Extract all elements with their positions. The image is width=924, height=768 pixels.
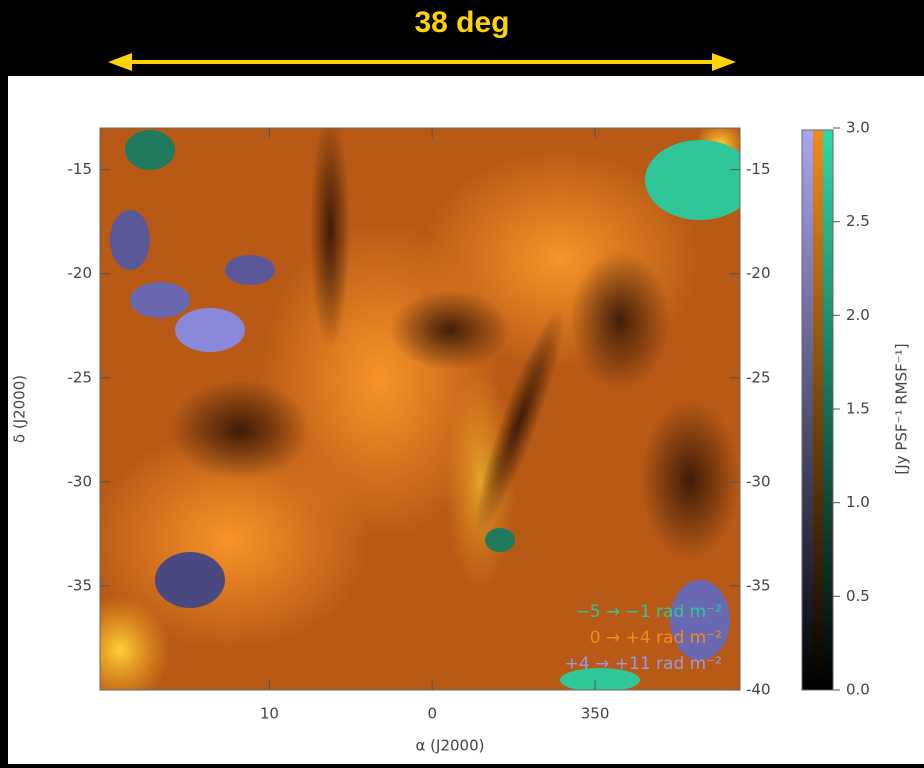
legend-entry: −5 → −1 rad m⁻² xyxy=(575,602,722,622)
title: 38 deg xyxy=(414,6,509,39)
y2-tick-label: -35 xyxy=(746,576,771,594)
y-axis-label: δ (J2000) xyxy=(11,375,29,443)
colorbar-tick-label: 3.0 xyxy=(846,119,870,137)
figure: 38 deg α (J2000) δ (J2000) [Jy PSF⁻¹ RMS… xyxy=(0,0,924,764)
x-tick-label: 350 xyxy=(581,705,610,723)
colorbar xyxy=(802,130,833,690)
y-tick-label: -20 xyxy=(68,264,93,282)
colorbar-tick-label: 0.5 xyxy=(846,587,870,605)
legend-entry: +4 → +11 rad m⁻² xyxy=(565,654,722,674)
y-tick-label: -35 xyxy=(68,576,93,594)
colorbar-tick-label: 1.0 xyxy=(846,493,870,511)
x-axis-label: α (J2000) xyxy=(416,737,485,755)
colorbar-tick-label: 0.0 xyxy=(846,681,870,699)
y2-tick-label: -20 xyxy=(746,264,771,282)
y2-tick-label: -30 xyxy=(746,472,771,490)
y2-tick-label: -15 xyxy=(746,160,771,178)
y-tick-label: -15 xyxy=(68,160,93,178)
x-tick-label: 0 xyxy=(427,705,437,723)
y-tick-label: -30 xyxy=(68,472,93,490)
y-tick-label: -25 xyxy=(68,368,93,386)
y2-tick-label: -40 xyxy=(746,681,771,699)
colorbar-tick-label: 2.5 xyxy=(846,212,870,230)
colorbar-label: [Jy PSF⁻¹ RMSF⁻¹] xyxy=(893,343,911,474)
colorbar-tick-label: 2.0 xyxy=(846,306,870,324)
y2-tick-label: -25 xyxy=(746,368,771,386)
colorbar-tick-label: 1.5 xyxy=(846,400,870,418)
legend-entry: 0 → +4 rad m⁻² xyxy=(590,628,722,648)
x-tick-label: 10 xyxy=(260,705,279,723)
